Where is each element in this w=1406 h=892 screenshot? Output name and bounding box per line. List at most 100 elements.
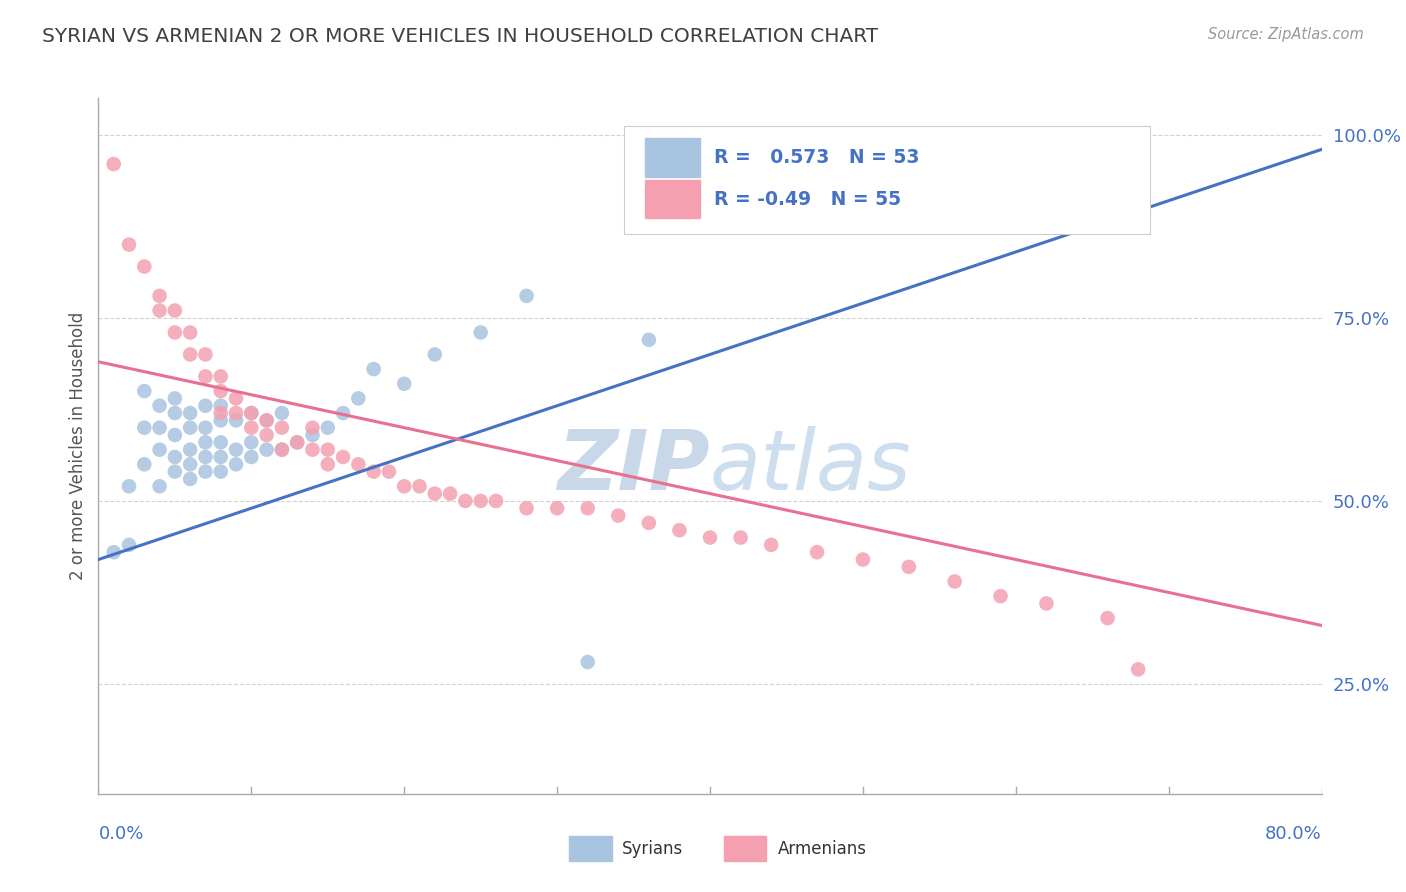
- Point: [607, 508, 630, 523]
- Text: 80.0%: 80.0%: [1265, 825, 1322, 843]
- Point: [301, 428, 323, 442]
- Point: [256, 428, 278, 442]
- Point: [363, 362, 385, 376]
- Point: [347, 458, 370, 472]
- Text: SYRIAN VS ARMENIAN 2 OR MORE VEHICLES IN HOUSEHOLD CORRELATION CHART: SYRIAN VS ARMENIAN 2 OR MORE VEHICLES IN…: [42, 27, 879, 45]
- Point: [194, 399, 217, 413]
- Point: [943, 574, 966, 589]
- Point: [1035, 597, 1057, 611]
- Point: [1097, 611, 1119, 625]
- Point: [240, 420, 263, 434]
- Point: [347, 392, 370, 406]
- Point: [194, 347, 217, 361]
- Text: Syrians: Syrians: [621, 840, 683, 858]
- Point: [134, 384, 156, 398]
- Point: [270, 406, 292, 420]
- Point: [454, 494, 477, 508]
- Point: [576, 501, 599, 516]
- Point: [225, 458, 247, 472]
- Point: [1128, 662, 1150, 676]
- Point: [270, 442, 292, 457]
- Point: [316, 420, 339, 434]
- Text: Source: ZipAtlas.com: Source: ZipAtlas.com: [1208, 27, 1364, 42]
- Point: [163, 450, 186, 464]
- Point: [392, 479, 416, 493]
- Point: [806, 545, 828, 559]
- Point: [332, 450, 354, 464]
- Point: [179, 442, 201, 457]
- Point: [332, 406, 354, 420]
- Point: [316, 442, 339, 457]
- Point: [179, 420, 201, 434]
- Point: [668, 523, 690, 537]
- Point: [209, 384, 232, 398]
- Point: [194, 369, 217, 384]
- Point: [852, 552, 875, 566]
- Point: [378, 465, 401, 479]
- Point: [546, 501, 568, 516]
- Point: [516, 501, 538, 516]
- Point: [730, 531, 752, 545]
- Bar: [645, 138, 700, 177]
- Bar: [645, 180, 700, 219]
- Point: [516, 289, 538, 303]
- Text: ZIP: ZIP: [557, 426, 710, 508]
- Point: [301, 442, 323, 457]
- Point: [179, 458, 201, 472]
- Point: [163, 326, 186, 340]
- Point: [270, 420, 292, 434]
- Point: [759, 538, 782, 552]
- Text: atlas: atlas: [710, 426, 911, 508]
- Point: [149, 442, 172, 457]
- Point: [209, 369, 232, 384]
- Point: [194, 435, 217, 450]
- Point: [240, 406, 263, 420]
- Point: [163, 428, 186, 442]
- Point: [240, 450, 263, 464]
- Point: [637, 516, 661, 530]
- Point: [149, 399, 172, 413]
- Point: [103, 545, 125, 559]
- Point: [118, 237, 141, 252]
- Point: [576, 655, 599, 669]
- Y-axis label: 2 or more Vehicles in Household: 2 or more Vehicles in Household: [69, 312, 87, 580]
- Point: [163, 303, 186, 318]
- Point: [149, 303, 172, 318]
- Point: [301, 420, 323, 434]
- Point: [470, 326, 492, 340]
- Text: R =   0.573   N = 53: R = 0.573 N = 53: [714, 148, 920, 167]
- Point: [194, 420, 217, 434]
- Point: [439, 486, 461, 500]
- Point: [240, 406, 263, 420]
- Point: [179, 347, 201, 361]
- Point: [134, 260, 156, 274]
- Point: [285, 435, 308, 450]
- Point: [285, 435, 308, 450]
- Point: [225, 406, 247, 420]
- Point: [194, 450, 217, 464]
- Point: [470, 494, 492, 508]
- Point: [194, 465, 217, 479]
- Point: [209, 435, 232, 450]
- Point: [423, 347, 446, 361]
- Point: [897, 559, 920, 574]
- Point: [209, 465, 232, 479]
- Point: [485, 494, 508, 508]
- Point: [103, 157, 125, 171]
- Point: [209, 450, 232, 464]
- Point: [392, 376, 416, 391]
- Point: [149, 289, 172, 303]
- Point: [163, 406, 186, 420]
- Point: [209, 399, 232, 413]
- Point: [699, 531, 721, 545]
- FancyBboxPatch shape: [624, 126, 1150, 234]
- Point: [256, 413, 278, 427]
- Point: [225, 392, 247, 406]
- Point: [134, 458, 156, 472]
- Point: [149, 479, 172, 493]
- Point: [225, 413, 247, 427]
- Point: [118, 479, 141, 493]
- Point: [179, 472, 201, 486]
- Point: [163, 465, 186, 479]
- Text: Armenians: Armenians: [778, 840, 866, 858]
